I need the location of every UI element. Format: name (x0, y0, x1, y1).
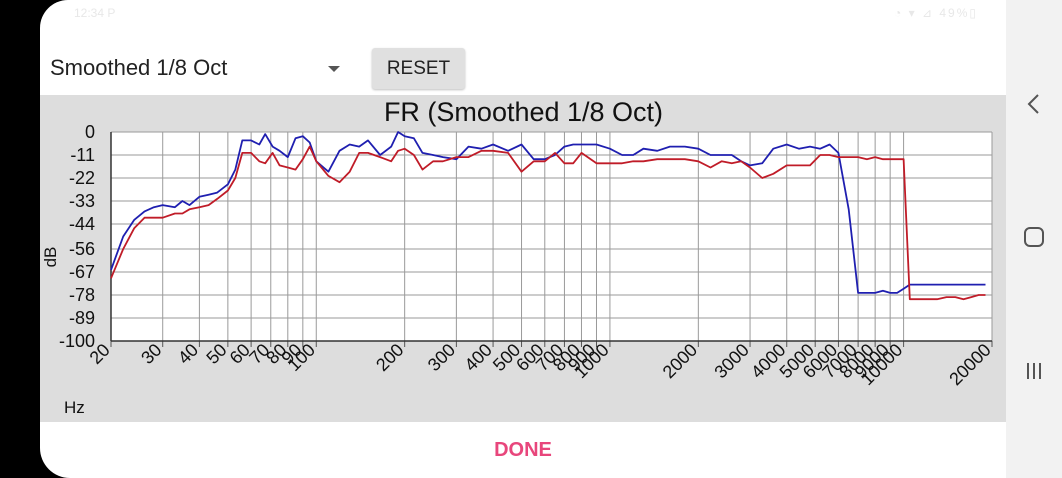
y-tick-label: -33 (69, 191, 95, 211)
x-tick-label: 2000 (659, 340, 701, 382)
recents-icon[interactable] (1020, 357, 1048, 385)
x-tick-label: 20000 (945, 340, 995, 390)
y-tick-label: -100 (59, 331, 95, 351)
navigation-bar (1006, 0, 1062, 478)
y-axis-label: dB (41, 247, 60, 268)
x-tick-label: 200 (372, 340, 407, 375)
y-tick-label: -22 (69, 168, 95, 188)
y-tick-label: -89 (69, 308, 95, 328)
y-tick-label: -44 (69, 214, 95, 234)
dropdown-arrow-icon (328, 66, 340, 72)
back-icon[interactable] (1020, 90, 1048, 118)
x-axis-label: Hz (64, 398, 85, 417)
chart-svg: FR (Smoothed 1/8 Oct) 0 -11 -22 -33 -44 -56 -67… (41, 97, 995, 417)
home-icon[interactable] (1020, 223, 1048, 251)
y-tick-label: 0 (85, 122, 95, 142)
smoothing-dropdown-value: Smoothed 1/8 Oct (50, 55, 228, 80)
x-tick-label: 40 (174, 340, 202, 368)
frequency-response-dialog: Smoothed 1/8 Oct RESET FR (Smoothed 1/8 … (40, 28, 1006, 478)
y-tick-label: -11 (70, 145, 95, 165)
reset-button[interactable]: RESET (372, 48, 465, 89)
x-tick-label: 30 (137, 340, 165, 368)
frequency-response-chart: FR (Smoothed 1/8 Oct) 0 -11 -22 -33 -44 -56 -67… (40, 95, 1006, 422)
x-tick-label: 3000 (710, 340, 752, 382)
x-tick-label: 400 (461, 340, 496, 375)
y-tick-label: -67 (69, 262, 95, 282)
x-tick-label: 1000 (570, 340, 612, 382)
done-button[interactable]: DONE (494, 439, 552, 461)
status-bar: 12:34 P ◔ ▾ ⊿ 49%▯ (40, 0, 1006, 28)
status-icons: ◔ ▾ ⊿ 49%▯ (894, 6, 978, 20)
x-tick-label: 300 (424, 340, 459, 375)
series-line-1 (110, 145, 986, 301)
y-tick-label: -78 (69, 285, 95, 305)
status-time: 12:34 P (74, 6, 116, 20)
plot-area (111, 132, 992, 341)
smoothing-dropdown[interactable]: Smoothed 1/8 Oct (50, 53, 340, 85)
series-line-0 (110, 131, 986, 294)
y-tick-label: -56 (69, 239, 95, 259)
chart-title: FR (Smoothed 1/8 Oct) (384, 97, 663, 127)
